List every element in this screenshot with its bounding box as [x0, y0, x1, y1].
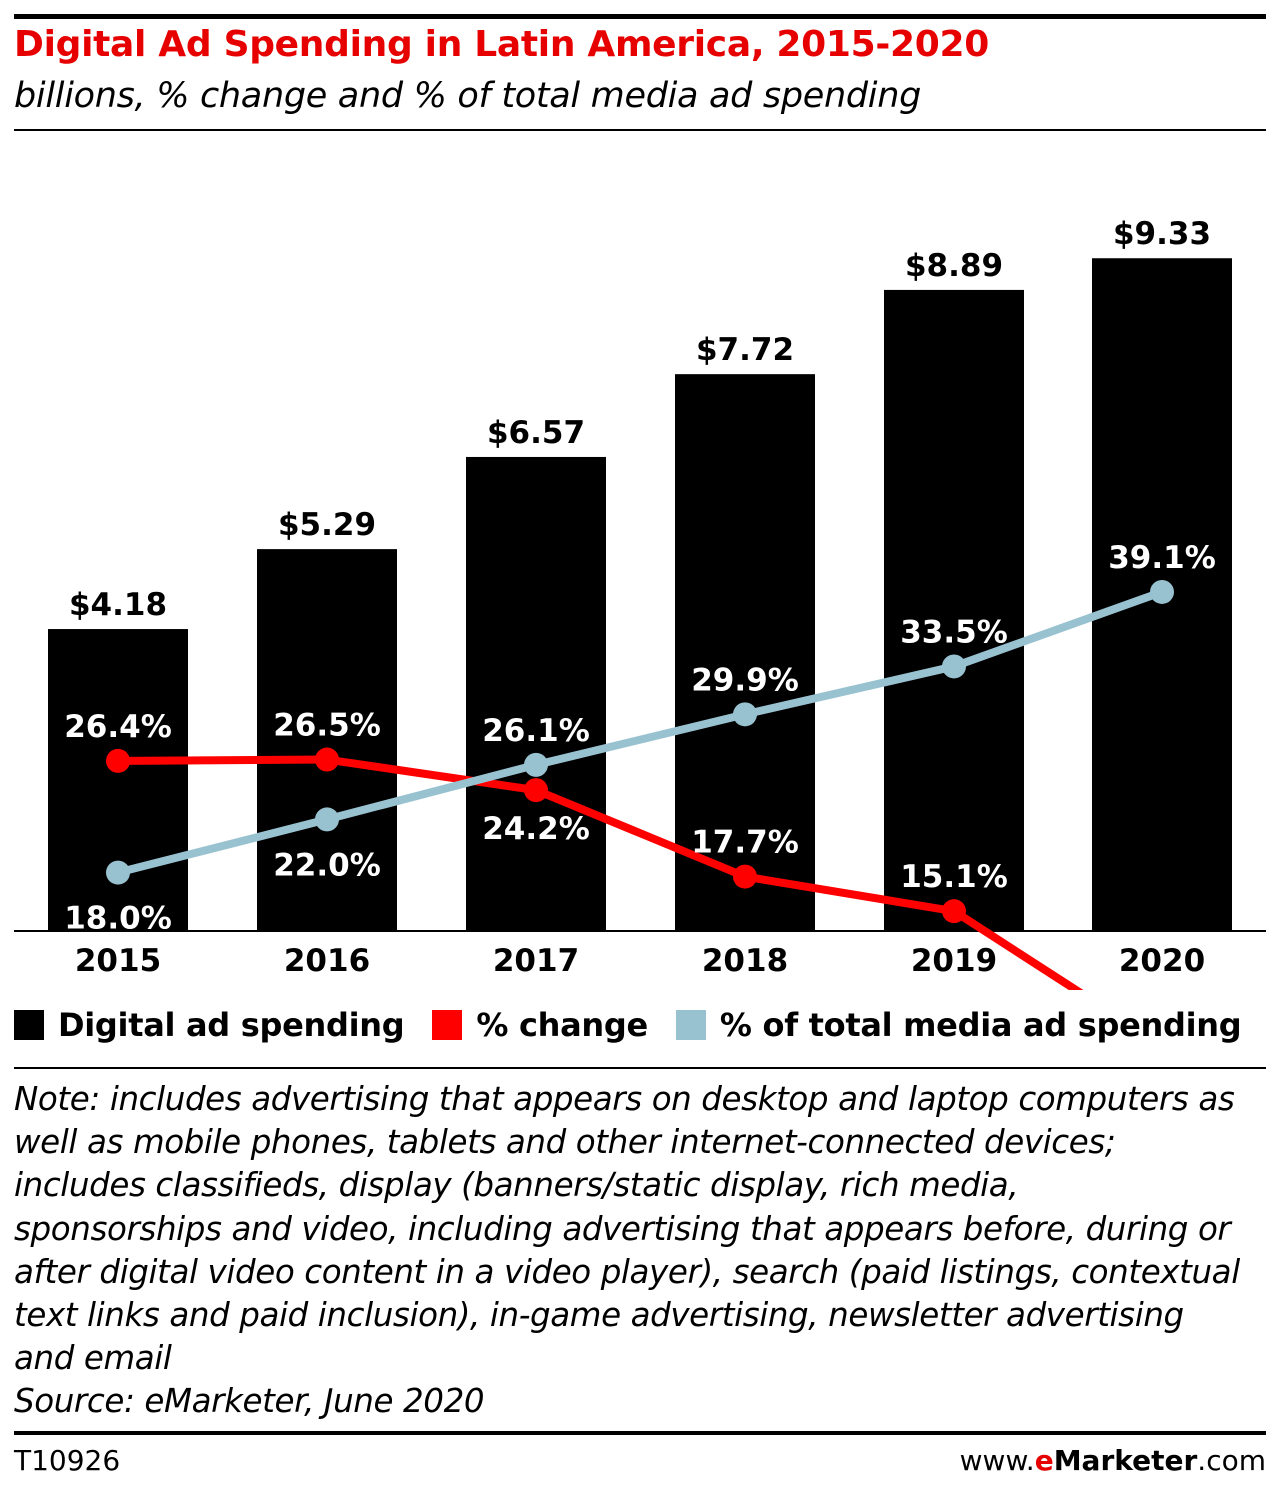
brand-e: e [1034, 1444, 1054, 1477]
x-tick-label: 2020 [1119, 943, 1205, 979]
bar-value-label: $5.29 [278, 507, 376, 543]
percent-change-line [114, 755, 1084, 990]
note-line: after digital video content in a video p… [14, 1252, 1240, 1291]
x-tick-label: 2018 [702, 943, 788, 979]
note-line: sponsorships and video, including advert… [14, 1209, 1231, 1248]
note-line: and email [14, 1339, 172, 1378]
note-line: includes classifieds, display (banners/s… [14, 1166, 1019, 1205]
brand-link[interactable]: www.eMarketer.com [960, 1444, 1266, 1477]
bar-2016 [257, 549, 397, 930]
brand-suffix: .com [1197, 1444, 1266, 1477]
bar-value-label: $6.57 [487, 415, 585, 451]
note-line: Note: includes advertising that appears … [14, 1080, 1235, 1118]
percent-change-point-2017 [524, 778, 548, 803]
chart-id: T10926 [14, 1444, 121, 1477]
legend-swatch-red [432, 1010, 463, 1040]
bar-value-label: $8.89 [905, 248, 1003, 284]
bar-value-label: $4.18 [69, 587, 167, 623]
percent-of-total-point-2015 [106, 860, 130, 885]
brand-name: Marketer [1053, 1444, 1198, 1477]
percent-of-total-point-2019 [942, 654, 966, 679]
legend-label: Digital ad spending [58, 1006, 405, 1044]
source-line: Source: eMarketer, June 2020 [14, 1382, 485, 1421]
bar-value-label: $9.33 [1113, 216, 1211, 252]
percent-change-point-2016 [315, 747, 339, 772]
note-line: text links and paid inclusion), in-game … [14, 1296, 1184, 1335]
legend-item-percent-change: % change [432, 1006, 648, 1044]
bar-2018 [675, 374, 815, 930]
percent-of-total-point-2020 [1150, 579, 1174, 604]
percent-change-point-2015 [106, 748, 130, 773]
legend-label: % of total media ad spending [719, 1006, 1242, 1044]
percent-change-label: 24.2% [482, 811, 590, 847]
legend-item-percent-of-total: % of total media ad spending [675, 1006, 1242, 1044]
bar-2015 [48, 629, 188, 930]
percent-change-label: 26.5% [273, 708, 381, 744]
bar-2017 [466, 456, 606, 930]
percent-change-label: 15.1% [900, 859, 1008, 895]
note-text: Note: includes advertising that appears … [14, 1078, 1268, 1424]
percent-of-total-point-2017 [524, 752, 548, 777]
legend-swatch-black [14, 1010, 44, 1040]
x-tick-label: 2019 [911, 943, 997, 979]
legend-rule [14, 1067, 1266, 1069]
legend-swatch-blue [675, 1010, 706, 1040]
x-tick-label: 2016 [284, 943, 370, 979]
percent-change-label: 26.4% [64, 709, 172, 745]
percent-of-total-label: 22.0% [273, 847, 381, 883]
chart-title: Digital Ad Spending in Latin America, 20… [14, 24, 990, 65]
bar-2019 [884, 289, 1024, 930]
percent-of-total-point-2016 [315, 807, 339, 832]
top-rule [14, 14, 1266, 19]
x-tick-label: 2017 [493, 943, 579, 979]
percent-of-total-label: 18.0% [64, 901, 172, 937]
percent-of-total-point-2018 [733, 702, 757, 727]
percent-of-total-label: 39.1% [1108, 540, 1216, 576]
x-tick-label: 2015 [75, 943, 161, 979]
percent-of-total-line [114, 587, 1166, 877]
percent-change-point-2019 [942, 899, 966, 924]
percent-of-total-label: 26.1% [482, 713, 590, 749]
legend-label: % change [476, 1006, 648, 1044]
chart: $4.18 2015 $5.29 2016 $6.57 2017 $7.72 2018 $8.8… [14, 216, 1266, 990]
bar-value-label: $7.72 [696, 332, 794, 368]
percent-of-total-label: 33.5% [900, 614, 1008, 650]
percent-change-label: 17.7% [691, 825, 799, 861]
percent-change-point-2018 [733, 864, 757, 889]
legend: Digital ad spending % change % of total … [14, 1003, 1269, 1047]
subtitle-rule [14, 129, 1266, 131]
percent-of-total-label: 29.9% [691, 662, 799, 698]
brand-prefix: www. [959, 1444, 1035, 1477]
legend-item-digital-ad-spending: Digital ad spending [14, 1006, 405, 1044]
note-line: well as mobile phones, tablets and other… [14, 1123, 1116, 1162]
footer-rule [14, 1431, 1266, 1435]
chart-subtitle: billions, % change and % of total media … [14, 76, 922, 116]
